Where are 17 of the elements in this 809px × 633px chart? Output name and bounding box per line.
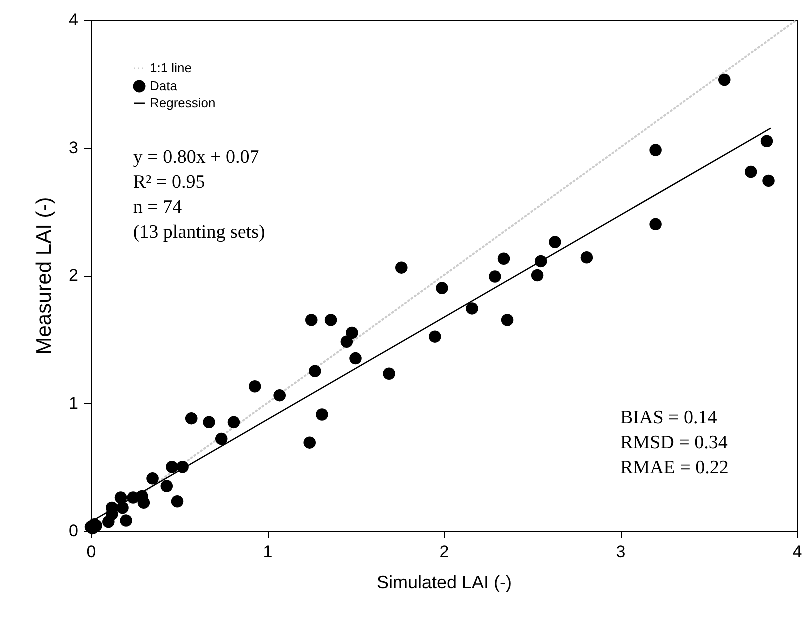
- y-tick-label: 1: [69, 394, 78, 413]
- annotation: BIAS = 0.14 RMSD = 0.34 RMAE = 0.22: [620, 407, 729, 478]
- y-tick-label: 3: [69, 138, 78, 158]
- x-tick-label: 2: [440, 542, 450, 562]
- legend-label: Regression: [150, 96, 216, 110]
- x-axis-title: Simulated LAI (-): [376, 572, 512, 592]
- annotation: y = 0.80x + 0.07 R² = 0.95 n = 74 (13 planting sets): [133, 146, 266, 243]
- x-tick-label: 1: [263, 542, 273, 562]
- x-tick-label: 3: [616, 542, 626, 562]
- y-tick-label: 4: [69, 10, 78, 30]
- legend-label: Data: [150, 78, 178, 94]
- y-tick-label: 0: [69, 522, 78, 540]
- legend-label: 1:1 line: [150, 60, 192, 76]
- x-tick-label: 0: [86, 542, 96, 562]
- y-axis-title: Measured LAI (-): [33, 197, 56, 355]
- y-tick-label: 2: [69, 266, 78, 285]
- x-tick-label: 4: [792, 542, 802, 562]
